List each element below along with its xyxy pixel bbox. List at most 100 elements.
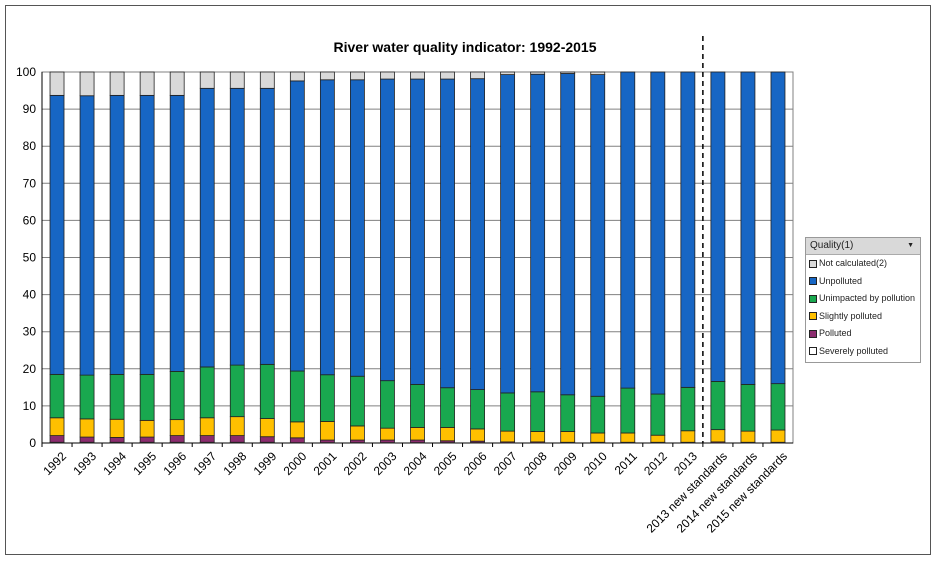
x-tick-label: 2001 [311,449,340,478]
legend-header[interactable]: Quality(1) ▼ [806,238,920,255]
bar-segment-unimpacted-by-pollution [289,370,305,423]
bar-segment-not-calculated-2- [440,71,455,80]
legend-item[interactable]: Polluted [806,325,920,343]
y-tick-label: 10 [23,399,37,413]
bar-segment-unpolluted [49,94,65,375]
legend-label: Unimpacted by pollution [819,293,916,303]
bar-segment-not-calculated-2- [109,71,125,96]
bar-segment-polluted [49,435,65,443]
bar-segment-not-calculated-2- [259,71,275,89]
x-tick-label: 2004 [401,449,430,478]
bar-segment-unimpacted-by-pollution [590,395,606,434]
bar-segment-unimpacted-by-pollution [440,387,455,428]
x-tick-label: 1996 [160,449,189,478]
bar-segment-unpolluted [259,87,275,365]
legend-label: Unpolluted [819,275,863,286]
bar-segment-unimpacted-by-pollution [740,383,756,432]
bar-segment-slightly-polluted [139,419,155,438]
bar-segment-unimpacted-by-pollution [500,392,516,432]
bar-segment-slightly-polluted [680,430,696,443]
legend-label: Polluted [819,328,852,338]
bar-segment-unpolluted [350,79,365,377]
bar-segment-slightly-polluted [560,431,576,443]
bar-segment-unpolluted [229,87,245,366]
bar-segment-polluted [229,435,245,443]
bar-segment-not-calculated-2- [410,71,425,80]
bar-segment-not-calculated-2- [199,71,215,89]
bar-segment-slightly-polluted [229,416,245,436]
legend-item[interactable]: Severely polluted [806,343,920,361]
bar-segment-slightly-polluted [530,431,546,443]
bar-segment-slightly-polluted [740,430,756,443]
x-tick-label: 1997 [190,449,219,478]
bar-segment-unpolluted [620,71,636,389]
x-tick-label: 1995 [130,449,159,478]
x-tick-label: 2000 [281,449,310,478]
legend-item[interactable]: Not calculated(2) [806,255,920,273]
bar-segment-unpolluted [79,95,95,376]
bar-segment-unimpacted-by-pollution [410,383,425,428]
bar-segment-slightly-polluted [710,429,726,443]
y-tick-label: 60 [23,213,37,227]
bar-segment-polluted [79,436,95,443]
bar-segment-unpolluted [470,78,485,390]
y-tick-label: 100 [16,65,36,79]
bar-segment-slightly-polluted [169,419,185,436]
bar-segment-unpolluted [590,74,606,397]
bar-segment-slightly-polluted [500,430,516,443]
bar-segment-polluted [289,437,305,444]
bar-segment-not-calculated-2- [560,71,576,74]
x-tick-label: 2005 [431,449,460,478]
y-tick-label: 70 [23,176,37,190]
bar-segment-unpolluted [530,73,546,393]
bar-segment-not-calculated-2- [530,71,546,75]
bar-segment-slightly-polluted [410,427,425,441]
bar-segment-unimpacted-by-pollution [680,386,696,432]
bar-segment-slightly-polluted [770,429,786,443]
bar-segment-unimpacted-by-pollution [710,381,726,431]
x-tick-label: 2012 [641,449,670,478]
bar-segment-unimpacted-by-pollution [109,373,125,420]
legend[interactable]: Quality(1) ▼ Not calculated(2) Unpolluted U… [805,237,921,363]
x-tick-label: 1994 [100,449,129,478]
bar-segment-unimpacted-by-pollution [380,380,395,429]
bar-segment-unpolluted [169,94,185,372]
chart-frame [5,5,931,555]
x-tick-label: 1993 [70,449,99,478]
bar-segment-slightly-polluted [440,427,455,442]
dropdown-arrow-icon[interactable]: ▼ [907,242,914,249]
bar-segment-unpolluted [560,73,576,396]
bar-segment-polluted [199,435,215,443]
legend-title: Quality(1) [810,240,854,251]
bar-segment-unimpacted-by-pollution [229,364,245,418]
chart-title: River water quality indicator: 1992-2015 [334,39,597,55]
legend-label: Not calculated(2) [819,258,888,268]
bar-segment-polluted [259,436,275,443]
bar-segment-unimpacted-by-pollution [530,391,546,432]
legend-item[interactable]: Slightly polluted [806,308,920,326]
bar-segment-slightly-polluted [109,418,125,438]
bar-segment-slightly-polluted [289,421,305,439]
bar-segment-slightly-polluted [49,417,65,436]
legend-item[interactable]: Unpolluted [806,273,920,291]
legend-swatch [809,259,817,268]
legend-label: Severely polluted [819,345,889,356]
bar-segment-unimpacted-by-pollution [169,370,185,421]
legend-swatch [809,294,817,303]
bar-segment-not-calculated-2- [350,71,365,81]
bar-segment-unpolluted [139,94,155,375]
y-tick-label: 80 [23,139,37,153]
bar-segment-not-calculated-2- [229,71,245,89]
legend-item[interactable]: Unimpacted by pollution [806,290,920,308]
bar-segment-unpolluted [650,71,666,395]
bar-segment-unpolluted [109,94,125,375]
y-tick-label: 40 [23,288,37,302]
x-tick-label: 2002 [341,449,370,478]
x-tick-label: 1999 [251,449,280,478]
bar-segment-slightly-polluted [650,434,666,443]
bar-segment-slightly-polluted [350,425,365,441]
bar-segment-unpolluted [710,71,726,382]
bar-segment-unimpacted-by-pollution [49,373,65,419]
x-tick-label: 2006 [461,449,490,478]
